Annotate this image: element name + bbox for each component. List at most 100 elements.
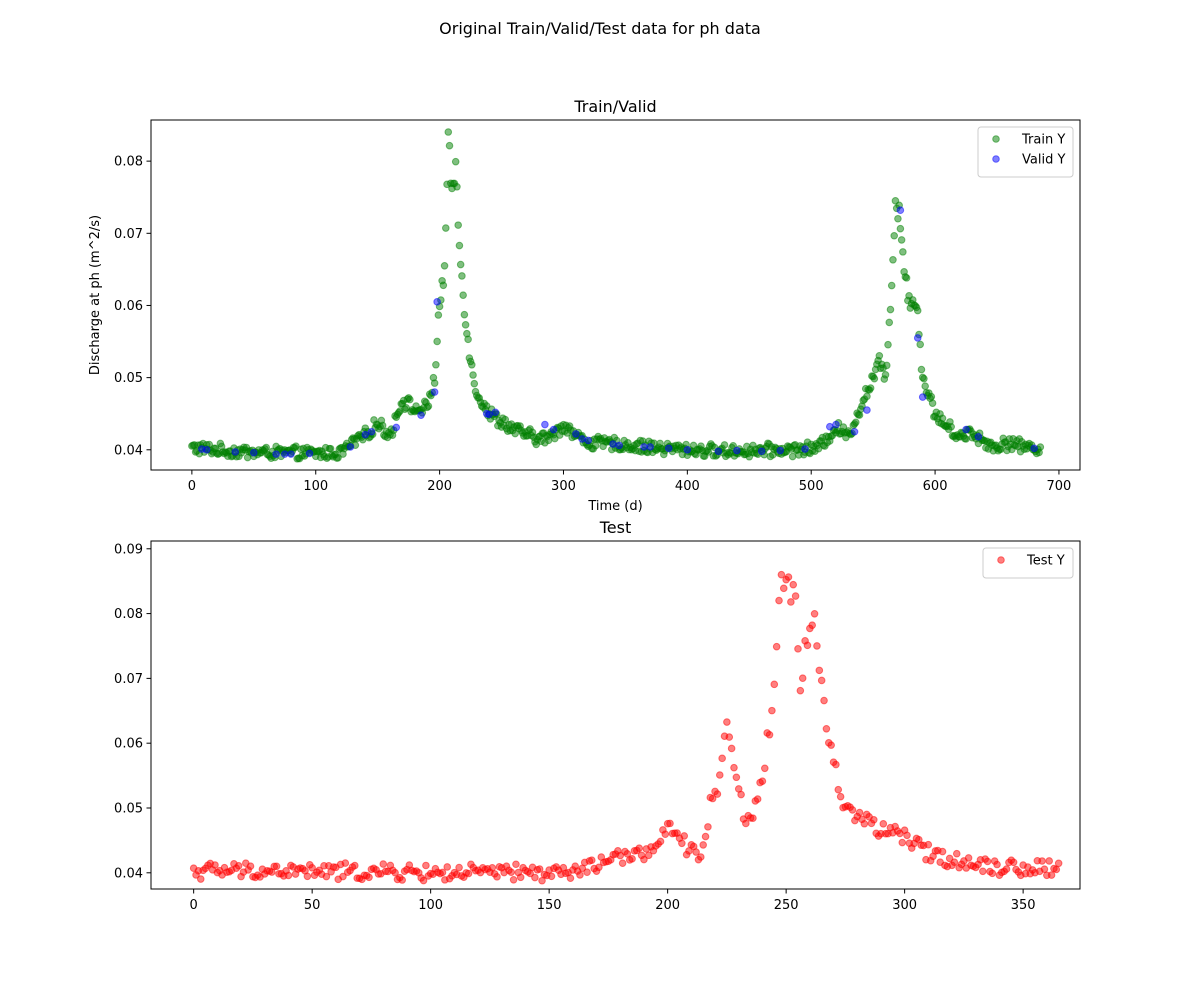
data-point xyxy=(308,863,316,872)
legend-marker xyxy=(992,155,1000,163)
axes-frame xyxy=(150,540,1081,890)
data-point xyxy=(280,450,289,458)
data-point xyxy=(334,453,342,462)
data-point xyxy=(509,875,518,884)
data-point xyxy=(456,260,465,269)
data-point xyxy=(272,450,280,458)
data-point xyxy=(680,832,689,840)
data-point xyxy=(433,337,441,346)
x-tick-label: 700 xyxy=(1047,479,1072,494)
y-tick-label: 0.06 xyxy=(114,737,143,752)
data-point xyxy=(246,862,255,870)
data-point xyxy=(1047,871,1056,879)
series-valid-y xyxy=(197,206,1038,458)
data-point xyxy=(979,867,987,876)
data-point xyxy=(417,411,425,419)
data-point xyxy=(916,340,925,349)
axes-title: Test xyxy=(599,518,632,537)
legend-marker xyxy=(992,135,1000,143)
data-point xyxy=(516,873,525,882)
data-point xyxy=(813,642,821,650)
data-point xyxy=(974,433,983,441)
data-point xyxy=(742,819,750,828)
data-point xyxy=(962,435,970,443)
data-point xyxy=(894,214,902,223)
data-point xyxy=(770,680,779,689)
x-tick-label: 0 xyxy=(188,479,196,494)
data-point xyxy=(988,869,997,878)
data-point xyxy=(434,311,443,319)
data-point xyxy=(737,790,745,799)
data-point xyxy=(262,443,271,452)
y-tick-label: 0.06 xyxy=(114,299,143,314)
data-point xyxy=(453,183,461,191)
legend-label: Test Y xyxy=(1026,554,1065,569)
data-point xyxy=(1030,444,1038,453)
data-point xyxy=(455,863,463,872)
x-tick-label: 300 xyxy=(892,898,917,913)
data-point xyxy=(758,777,767,785)
data-point xyxy=(917,365,926,374)
data-point xyxy=(460,310,469,319)
data-point xyxy=(701,832,710,841)
data-point xyxy=(787,598,795,606)
data-point xyxy=(794,645,802,653)
data-point xyxy=(458,272,466,280)
data-point xyxy=(801,445,809,453)
y-axis-label: Discharge at ph (m^2/s) xyxy=(88,215,103,375)
y-tick-label: 0.08 xyxy=(114,155,143,170)
data-point xyxy=(566,874,575,882)
data-point xyxy=(445,141,454,150)
data-point xyxy=(678,839,686,848)
data-point xyxy=(882,361,891,370)
data-point xyxy=(459,291,467,299)
data-point xyxy=(1038,857,1046,865)
data-point xyxy=(549,425,558,434)
data-point xyxy=(635,844,644,853)
data-point xyxy=(535,865,544,873)
data-point xyxy=(250,448,258,457)
x-tick-label: 500 xyxy=(799,479,824,494)
legend-label: Train Y xyxy=(1021,133,1065,148)
data-point xyxy=(491,408,500,417)
data-point xyxy=(757,447,766,456)
data-point xyxy=(305,449,314,458)
x-tick-label: 100 xyxy=(303,479,328,494)
data-point xyxy=(817,676,826,685)
data-point xyxy=(422,861,430,870)
data-point xyxy=(493,873,501,881)
data-point xyxy=(464,869,473,878)
data-point xyxy=(720,441,729,449)
data-point xyxy=(753,795,762,803)
data-point xyxy=(664,444,673,453)
data-point xyxy=(464,335,472,344)
data-point xyxy=(815,666,824,675)
data-point xyxy=(775,596,783,605)
x-axis-label: Time (d) xyxy=(587,499,642,514)
legend: Test Y xyxy=(982,547,1074,579)
data-point xyxy=(322,872,331,881)
data-point xyxy=(768,706,776,715)
data-point xyxy=(870,374,879,383)
data-point xyxy=(732,773,741,782)
data-point xyxy=(442,224,450,232)
data-point xyxy=(884,340,892,349)
data-point xyxy=(454,221,462,229)
y-tick-label: 0.09 xyxy=(114,542,143,557)
x-tick-label: 400 xyxy=(675,479,700,494)
x-tick-label: 300 xyxy=(551,479,576,494)
data-point xyxy=(1054,859,1063,868)
y-tick-label: 0.07 xyxy=(114,672,143,687)
data-point xyxy=(272,862,281,871)
data-point xyxy=(848,806,857,814)
data-point xyxy=(202,445,211,454)
x-tick-label: 250 xyxy=(774,898,799,913)
data-point xyxy=(796,686,805,695)
legend-label: Valid Y xyxy=(1022,153,1065,168)
data-point xyxy=(378,421,387,430)
data-point xyxy=(618,859,627,868)
data-point xyxy=(196,875,205,883)
data-point xyxy=(284,871,293,880)
data-point xyxy=(438,868,447,877)
data-point xyxy=(346,443,355,451)
